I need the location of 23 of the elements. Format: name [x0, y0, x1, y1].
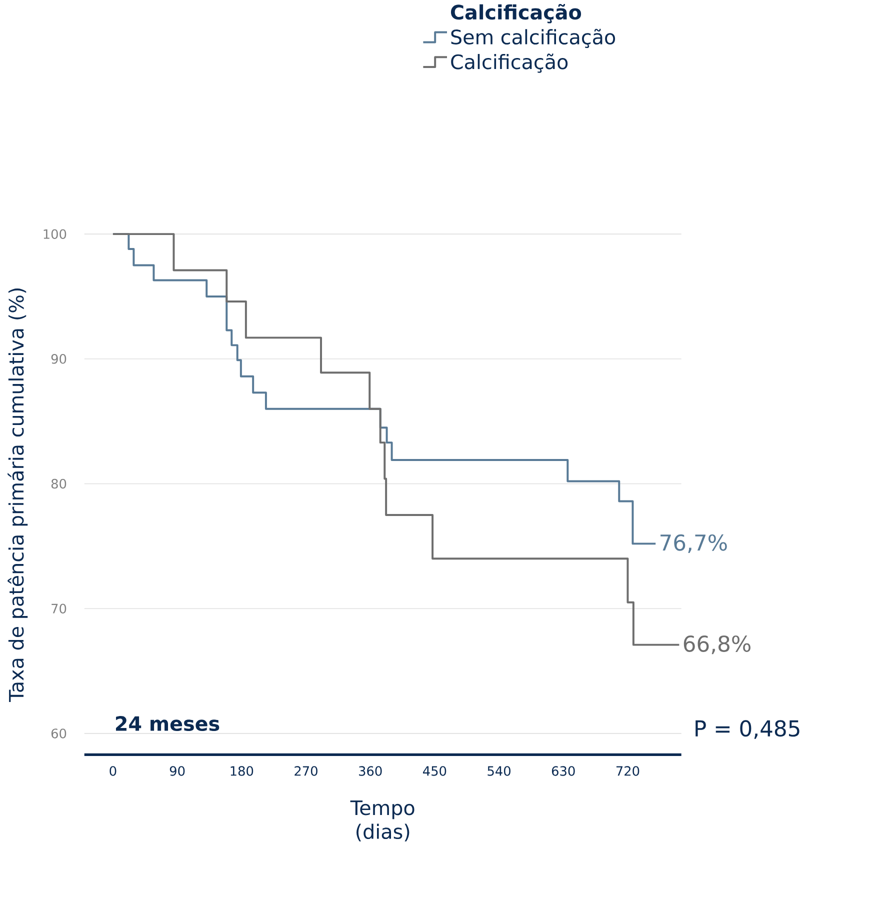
x-tick-label: 90	[170, 766, 185, 776]
y-axis-title: Taxa de patência primária cumulativa (%)	[8, 288, 28, 702]
x-tick-label: 0	[110, 766, 116, 776]
y-tick-label: 90	[52, 354, 66, 364]
annotation: 76,7%	[660, 534, 728, 554]
x-tick-label: 540	[488, 766, 511, 776]
x-tick-label: 270	[294, 766, 318, 776]
x-tick-label: 720	[616, 766, 640, 776]
legend-title: Calcificação	[451, 4, 582, 24]
x-axis-title: Tempo (dias)	[350, 800, 414, 842]
y-tick-label: 60	[52, 728, 66, 738]
text: 66,8%	[684, 635, 751, 654]
legend-label: Calcificação	[451, 54, 568, 73]
text: P = 0,485	[696, 720, 800, 739]
y-tick-label: 70	[52, 604, 66, 614]
x-tick-label: 450	[423, 766, 446, 776]
x-tick-label: 630	[552, 766, 575, 776]
annotation: 24 meses	[116, 716, 220, 732]
y-tick-label: 80	[52, 478, 66, 489]
x-tick-label: 180	[230, 766, 254, 776]
legend-label: Sem calcificação	[451, 28, 616, 48]
x-tick-label: 360	[359, 766, 382, 776]
y-tick-label: 100	[44, 229, 66, 239]
